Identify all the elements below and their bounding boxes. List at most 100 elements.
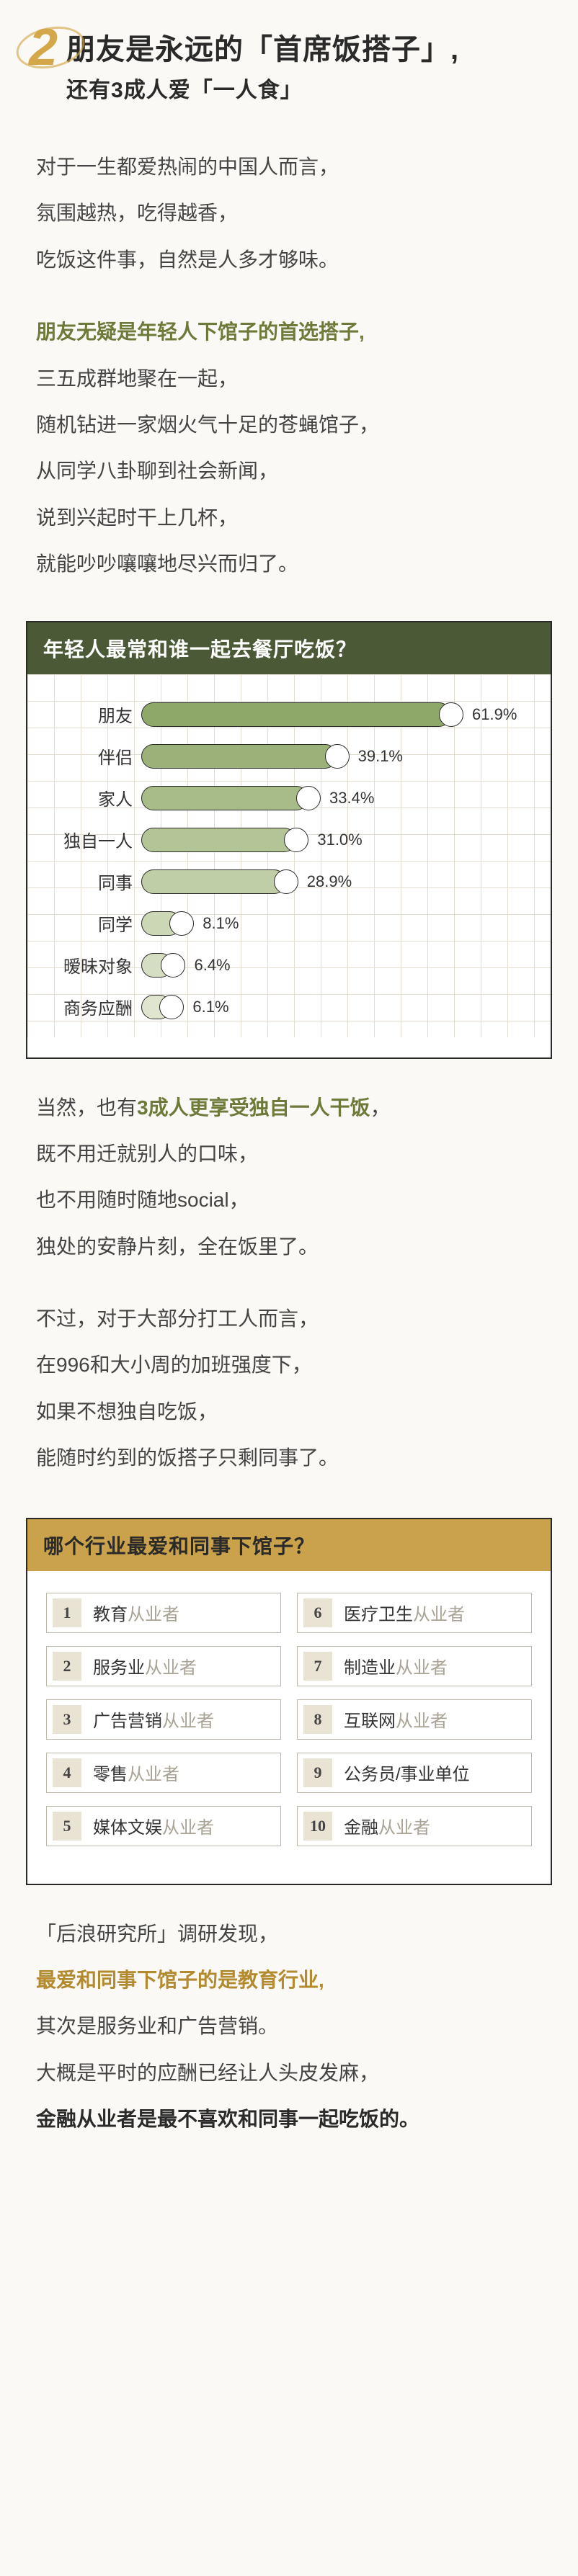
chart-title: 年轻人最常和谁一起去餐厅吃饭？	[27, 622, 551, 674]
rank-item: 3广告营销从业者	[46, 1699, 281, 1740]
text-line: 就能吵吵嚷嚷地尽兴而归了。	[36, 541, 542, 587]
rank-number: 7	[303, 1652, 332, 1681]
text-line: 从同学八卦聊到社会新闻，	[36, 448, 542, 494]
text-line-bold: 金融从业者是最不喜欢和同事一起吃饭的。	[36, 2096, 542, 2142]
text-line: 对于一生都爱热闹的中国人而言，	[36, 144, 542, 190]
paragraph-5: 「后浪研究所」调研发现， 最爱和同事下馆子的是教育行业, 其次是服务业和广告营销…	[0, 1911, 578, 2143]
rank-text-strong: 医疗卫生	[344, 1605, 413, 1624]
paragraph-3: 当然，也有3成人更享受独自一人干饭， 既不用迁就别人的口味， 也不用随时随地so…	[0, 1085, 578, 1271]
bar-track: 39.1%	[141, 744, 529, 769]
bar-cap-icon	[274, 869, 298, 894]
bar-value: 6.4%	[194, 956, 230, 975]
text-line-highlight: 朋友无疑是年轻人下馆子的首选搭子,	[36, 309, 542, 355]
rank-text-light: 从业者	[378, 1818, 430, 1838]
bar-rect	[141, 702, 451, 727]
bar-track: 31.0%	[141, 828, 529, 852]
bar-row: 同学8.1%	[49, 905, 529, 942]
rank-text-strong: 零售	[93, 1765, 128, 1784]
text-line: 不过，对于大部分打工人而言，	[36, 1296, 542, 1342]
bar-row: 商务应酬 6.1%	[49, 988, 529, 1026]
bar-row: 家人33.4%	[49, 779, 529, 817]
rank-text-light: 从业者	[413, 1605, 465, 1624]
rank-item: 9公务员/事业单位	[297, 1753, 532, 1793]
text-span: 当然，也有	[36, 1096, 137, 1119]
rank-number: 8	[303, 1705, 332, 1734]
rank-item: 6 医疗卫生从业者	[297, 1593, 532, 1633]
rank-text-light: 从业者	[128, 1605, 179, 1624]
rank-text-light: 从业者	[128, 1765, 179, 1784]
rank-item: 1 教育从业者	[46, 1593, 281, 1633]
ranking-col-left: 1教育从业者2服务业从业者3广告营销从业者4零售从业者5媒体文娱从业者	[46, 1593, 281, 1859]
bar-track: 6.4%	[141, 953, 529, 978]
text-line: 三五成群地聚在一起，	[36, 356, 542, 402]
rank-item: 7制造业从业者	[297, 1646, 532, 1686]
text-line: 随机钻进一家烟火气十足的苍蝇馆子，	[36, 402, 542, 448]
rank-number: 10	[303, 1812, 332, 1841]
bar-rect	[141, 786, 308, 810]
bar-row: 伴侣39.1%	[49, 738, 529, 775]
bar-rect	[141, 869, 286, 894]
ranking-card: 哪个行业最爱和同事下馆子？ 1教育从业者2服务业从业者3广告营销从业者4零售从业…	[26, 1518, 552, 1885]
section-header: 2 朋友是永远的「首席饭搭子」, 还有3成人爱「一人食」	[0, 0, 578, 118]
rank-number: 9	[303, 1758, 332, 1787]
bar-label: 同事	[49, 869, 141, 894]
main-title: 朋友是永远的「首席饭搭子」,	[66, 26, 549, 68]
bar-label: 独自一人	[49, 827, 141, 852]
rank-text: 金融从业者	[344, 1813, 430, 1838]
rank-item: 8 互联网从业者	[297, 1699, 532, 1740]
rank-item: 5媒体文娱从业者	[46, 1806, 281, 1846]
bar-rect	[141, 744, 337, 769]
ranking-title: 哪个行业最爱和同事下馆子？	[27, 1519, 551, 1571]
bar-cap-icon	[284, 828, 308, 852]
bar-track: 61.9%	[141, 702, 529, 727]
sub-title: 还有3成人爱「一人食」	[66, 72, 549, 104]
rank-number: 5	[53, 1812, 81, 1841]
rank-text: 互联网从业者	[344, 1707, 448, 1732]
text-line: 也不用随时随地social，	[36, 1177, 542, 1223]
paragraph-1: 对于一生都爱热闹的中国人而言， 氛围越热，吃得越香， 吃饭这件事，自然是人多才够…	[0, 144, 578, 283]
text-line: 能随时约到的饭搭子只剩同事了。	[36, 1435, 542, 1481]
rank-number: 1	[53, 1598, 81, 1627]
bar-chart-card: 年轻人最常和谁一起去餐厅吃饭？ 朋友 61.9% 伴侣39.1% 家人33.4% 独自一…	[26, 621, 552, 1059]
rank-text-strong: 互联网	[344, 1712, 396, 1731]
text-line-highlight: 最爱和同事下馆子的是教育行业,	[36, 1957, 542, 2003]
text-line: 氛围越热，吃得越香，	[36, 190, 542, 236]
paragraph-2: 朋友无疑是年轻人下馆子的首选搭子, 三五成群地聚在一起， 随机钻进一家烟火气十足…	[0, 309, 578, 587]
rank-text-strong: 服务业	[93, 1658, 145, 1678]
ranking-col-right: 6医疗卫生从业者7制造业从业者8互联网从业者9公务员/事业单位10金融从业者	[297, 1593, 532, 1859]
text-span: ，	[370, 1096, 391, 1119]
text-line: 在996和大小周的加班强度下，	[36, 1342, 542, 1388]
bar-value: 61.9%	[472, 705, 517, 724]
paragraph-4: 不过，对于大部分打工人而言， 在996和大小周的加班强度下， 如果不想独自吃饭，…	[0, 1296, 578, 1482]
rank-item: 4零售从业者	[46, 1753, 281, 1793]
text-line: 大概是平时的应酬已经让人头皮发麻，	[36, 2050, 542, 2096]
rank-item: 2服务业从业者	[46, 1646, 281, 1686]
bar-value: 8.1%	[203, 914, 239, 933]
bar-label: 暧昧对象	[49, 952, 141, 978]
rank-item: 10 金融从业者	[297, 1806, 532, 1846]
text-line: 说到兴起时干上几杯，	[36, 495, 542, 541]
bar-track: 6.1%	[141, 995, 529, 1019]
bar-track: 28.9%	[141, 869, 529, 894]
rank-text-strong: 教育	[93, 1605, 128, 1624]
rank-number: 6	[303, 1598, 332, 1627]
text-line: 当然，也有3成人更享受独自一人干饭，	[36, 1085, 542, 1131]
rank-text: 广告营销从业者	[93, 1707, 214, 1732]
bar-label: 商务应酬	[49, 994, 141, 1019]
text-line: 吃饭这件事，自然是人多才够味。	[36, 237, 542, 283]
bar-label: 家人	[49, 785, 141, 810]
bar-label: 朋友	[49, 702, 141, 727]
rank-text: 服务业从业者	[93, 1653, 197, 1678]
bar-value: 6.1%	[192, 998, 228, 1016]
bar-row: 独自一人31.0%	[49, 821, 529, 859]
bar-row: 朋友 61.9%	[49, 696, 529, 733]
rank-text-light: 从业者	[145, 1658, 197, 1678]
rank-text-strong: 金融	[344, 1818, 378, 1838]
text-line: 如果不想独自吃饭，	[36, 1389, 542, 1435]
bar-cap-icon	[439, 702, 463, 727]
bar-rect	[141, 828, 296, 852]
rank-text-light: 从业者	[162, 1818, 214, 1838]
bar-cap-icon	[169, 911, 194, 936]
bar-row: 暧昧对象 6.4%	[49, 947, 529, 984]
bar-track: 8.1%	[141, 911, 529, 936]
